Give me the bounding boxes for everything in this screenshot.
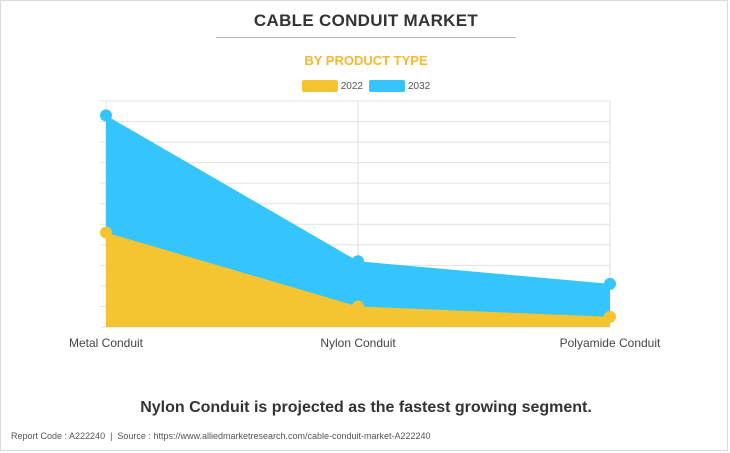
x-tick-label: Nylon Conduit <box>320 336 396 350</box>
point-2022-2 <box>604 310 616 323</box>
source-text: Source : https://www.alliedmarketresearc… <box>117 431 431 441</box>
x-tick-label: Metal Conduit <box>69 336 144 350</box>
legend-label-2032: 2032 <box>408 80 431 92</box>
report-code: Report Code : A222240 <box>11 431 106 441</box>
point-2022-0 <box>100 226 112 239</box>
point-2032-1 <box>352 255 364 268</box>
area-chart: Metal Conduit Nylon Conduit Polyamide Cond… <box>69 100 661 350</box>
legend-item-2022: 2022 <box>301 80 363 92</box>
footer: Report Code : A222240 | Source : https://w… <box>11 431 431 441</box>
point-2022-1 <box>352 300 364 313</box>
x-tick-label: Polyamide Conduit <box>560 336 661 350</box>
legend: 2022 2032 <box>1 80 730 92</box>
legend-label-2022: 2022 <box>340 80 363 92</box>
chart-subtitle: BY PRODUCT TYPE <box>304 53 428 68</box>
area-series-2022 <box>106 232 610 327</box>
footer-separator: | <box>110 431 113 441</box>
title-divider <box>216 37 516 38</box>
point-2032-2 <box>604 277 616 290</box>
headline-text: Nylon Conduit is projected as the fastes… <box>140 399 592 416</box>
legend-swatch-2022 <box>301 80 338 92</box>
point-2032-0 <box>100 109 112 122</box>
chart-title: CABLE CONDUIT MARKET <box>253 11 479 30</box>
legend-item-2032: 2032 <box>369 80 430 92</box>
legend-swatch-2032 <box>369 80 405 92</box>
